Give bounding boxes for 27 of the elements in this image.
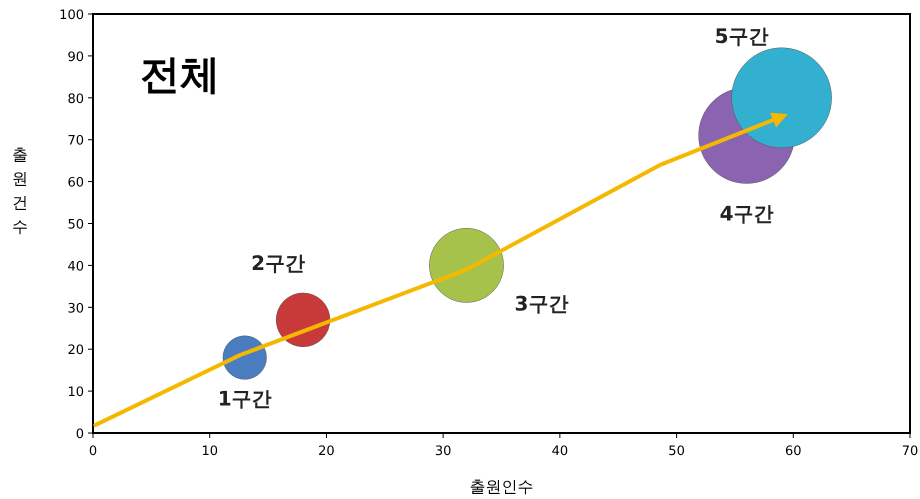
series-label: 5구간 xyxy=(714,24,769,48)
series-label: 2구간 xyxy=(251,250,306,275)
x-tick-label: 40 xyxy=(552,444,568,459)
x-tick-label: 10 xyxy=(201,444,218,459)
x-tick-label: 50 xyxy=(668,444,685,459)
x-tick-label: 20 xyxy=(318,444,335,459)
x-tick-label: 30 xyxy=(434,444,452,459)
y-tick-label: 50 xyxy=(67,218,84,232)
text: 전체 xyxy=(140,52,220,98)
series-label: 4구간 xyxy=(720,202,774,226)
y-tick-label: 90 xyxy=(67,50,84,65)
y-axis-title: 출원건수 xyxy=(12,145,28,236)
x-tick-label: 70 xyxy=(902,444,918,459)
y-tick-label: 40 xyxy=(67,259,84,274)
y-tick-label: 30 xyxy=(67,301,84,316)
y-tick-label: 60 xyxy=(67,176,84,191)
y-tick-label: 10 xyxy=(67,385,84,400)
x-tick-label: 0 xyxy=(88,444,98,459)
y-tick-label: 20 xyxy=(67,343,84,358)
x-tick-label: 60 xyxy=(785,444,802,459)
series-label: 1구간 xyxy=(218,386,272,411)
y-tick-label: 0 xyxy=(76,427,84,442)
y-tick-label: 70 xyxy=(67,134,84,149)
y-tick-label: 100 xyxy=(59,8,84,23)
y-tick-label: 80 xyxy=(67,92,84,107)
series-label: 3구간 xyxy=(514,291,568,316)
x-axis-title: 출원인수 xyxy=(470,477,534,496)
